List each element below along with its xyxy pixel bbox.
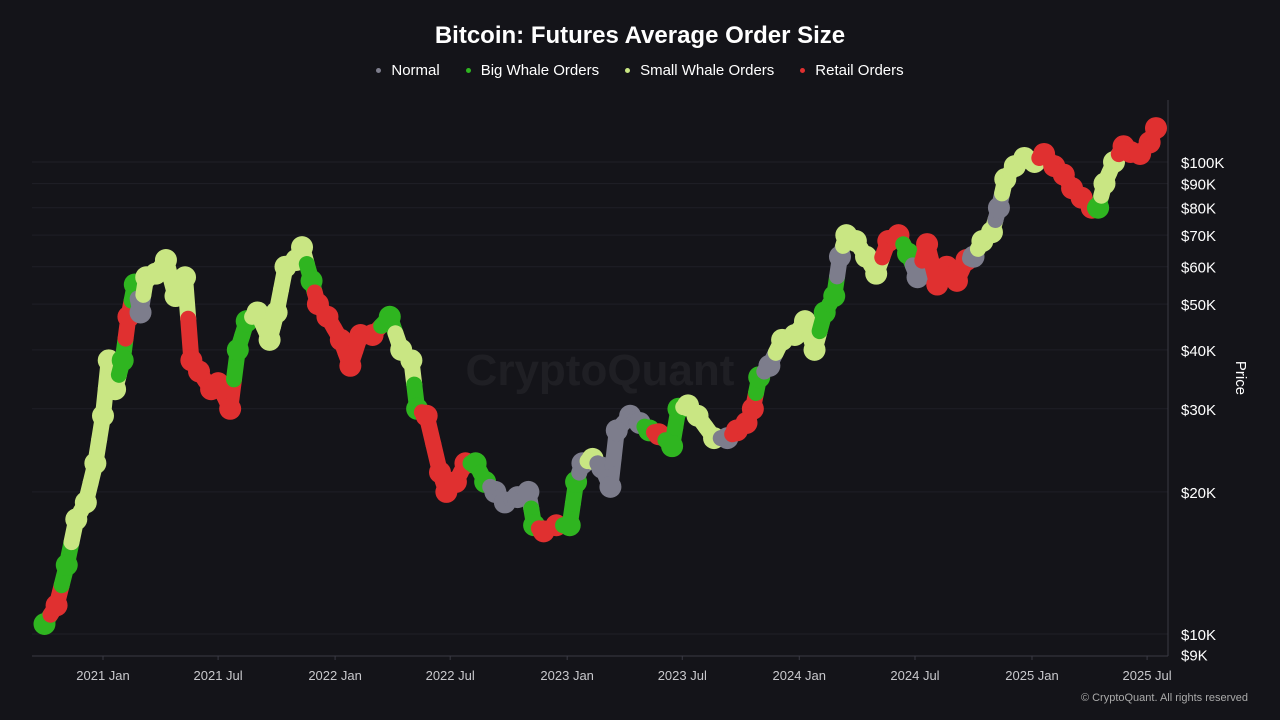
- data-point-normal: [987, 196, 1010, 219]
- data-point-retail: [741, 397, 764, 420]
- copyright: © CryptoQuant. All rights reserved: [1080, 692, 1248, 704]
- legend: Normal Big Whale Orders Small Whale Orde…: [0, 62, 1280, 79]
- data-point-big-whale: [226, 338, 249, 361]
- legend-dot-icon: [376, 68, 382, 73]
- data-point-small-whale: [246, 301, 269, 324]
- y-tick-label: $9K: [1181, 648, 1208, 665]
- x-axis-ticks: 2021 Jan 2021 Jul 2022 Jan 2022 Jul 2023 Jan…: [76, 656, 1172, 683]
- data-point-big-whale: [378, 305, 401, 328]
- data-point-small-whale: [865, 262, 888, 285]
- y-tick-label: $50K: [1181, 297, 1216, 314]
- x-tick-label: 2022 Jul: [426, 668, 475, 683]
- legend-item-retail[interactable]: Retail Orders: [800, 62, 904, 79]
- y-tick-label: $40K: [1181, 343, 1216, 360]
- x-tick-label: 2022 Jan: [308, 668, 362, 683]
- data-point-retail: [415, 404, 438, 427]
- data-point-normal: [129, 301, 152, 324]
- y-axis-ticks: $100K $90K $80K $70K $60K $50K $40K $30K $20K $10…: [1181, 155, 1224, 665]
- data-points: [33, 117, 1167, 635]
- y-tick-label: $80K: [1181, 201, 1216, 218]
- data-point-big-whale: [558, 514, 581, 537]
- legend-label: Big Whale Orders: [480, 62, 600, 79]
- data-point-retail: [916, 233, 939, 256]
- y-tick-label: $10K: [1181, 627, 1216, 644]
- x-tick-label: 2025 Jan: [1005, 668, 1059, 683]
- y-tick-label: $60K: [1181, 260, 1216, 277]
- data-point-retail: [1144, 117, 1167, 140]
- legend-dot-icon: [465, 68, 471, 73]
- data-point-normal: [906, 266, 929, 289]
- x-tick-label: 2023 Jan: [540, 668, 594, 683]
- data-point-big-whale: [55, 554, 78, 577]
- x-tick-label: 2021 Jan: [76, 668, 130, 683]
- x-tick-label: 2024 Jul: [890, 668, 939, 683]
- legend-label: Small Whale Orders: [640, 62, 775, 79]
- chart-title: Bitcoin: Futures Average Order Size: [434, 22, 846, 49]
- y-tick-label: $30K: [1181, 402, 1216, 419]
- legend-item-big-whale[interactable]: Big Whale Orders: [465, 62, 600, 79]
- data-point-normal: [599, 475, 622, 498]
- data-point-retail: [45, 594, 68, 617]
- data-point-retail: [219, 397, 242, 420]
- data-point-small-whale: [92, 404, 114, 427]
- data-point-small-whale: [400, 349, 423, 372]
- data-point-big-whale: [661, 435, 684, 458]
- legend-dot-icon: [800, 68, 806, 73]
- data-point-small-whale: [793, 310, 816, 333]
- data-point-small-whale: [74, 491, 97, 514]
- y-axis-label: Price: [1232, 361, 1249, 395]
- y-tick-label: $20K: [1181, 485, 1216, 502]
- y-tick-label: $100K: [1181, 155, 1224, 172]
- data-point-small-whale: [265, 301, 288, 324]
- data-point-small-whale: [154, 248, 177, 271]
- data-point-small-whale: [291, 236, 314, 259]
- legend-label: Retail Orders: [815, 62, 904, 79]
- data-point-small-whale: [84, 452, 107, 475]
- data-point-small-whale: [803, 338, 826, 361]
- legend-label: Normal: [391, 62, 440, 79]
- data-point-small-whale: [174, 266, 197, 289]
- data-point-big-whale: [111, 349, 134, 372]
- data-point-small-whale: [258, 328, 281, 351]
- x-tick-label: 2021 Jul: [194, 668, 243, 683]
- x-tick-label: 2023 Jul: [658, 668, 707, 683]
- legend-dot-icon: [625, 68, 631, 73]
- data-point-small-whale: [104, 378, 127, 401]
- legend-item-normal[interactable]: Normal: [376, 62, 440, 79]
- x-tick-label: 2024 Jan: [773, 668, 827, 683]
- data-point-retail: [339, 354, 362, 377]
- data-point-normal: [517, 480, 540, 503]
- y-tick-label: $90K: [1181, 177, 1216, 194]
- y-tick-label: $70K: [1181, 228, 1216, 245]
- legend-item-small-whale[interactable]: Small Whale Orders: [625, 62, 774, 79]
- watermark-logo: CryptoQuant: [466, 346, 735, 395]
- data-point-big-whale: [823, 285, 846, 308]
- x-tick-label: 2025 Jul: [1123, 668, 1172, 683]
